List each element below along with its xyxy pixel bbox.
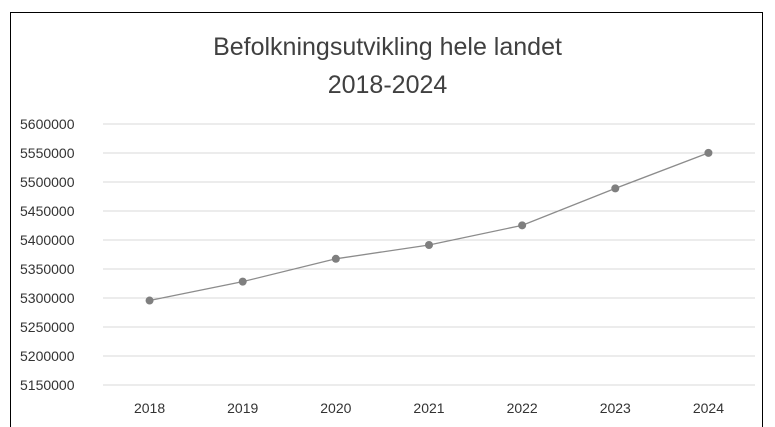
data-point — [331, 254, 340, 263]
x-tick-label: 2023 — [600, 400, 631, 416]
data-point — [145, 296, 154, 305]
y-tick-label: 5550000 — [20, 145, 75, 161]
y-tick-label: 5200000 — [20, 348, 75, 364]
y-tick-label: 5150000 — [20, 377, 75, 393]
data-point — [518, 221, 527, 230]
data-point — [425, 241, 433, 250]
x-tick-label: 2022 — [507, 400, 538, 416]
x-tick-label: 2020 — [320, 400, 351, 416]
series-line — [149, 152, 709, 302]
data-point — [704, 148, 713, 157]
y-tick-label: 5600000 — [20, 116, 75, 132]
chart-title-line-2: 2018-2024 — [327, 71, 448, 99]
y-tick-label: 5250000 — [20, 319, 75, 335]
x-tick-label: 2021 — [413, 400, 444, 416]
y-tick-label: 5450000 — [20, 203, 75, 219]
x-tick-label: 2019 — [227, 400, 258, 416]
y-tick-label: 5400000 — [20, 232, 75, 248]
data-point — [238, 277, 247, 286]
chart-title-line-1: Befolkningsutvikling hele landet — [213, 33, 562, 61]
chart-border — [10, 12, 763, 427]
data-point — [611, 184, 620, 193]
x-tick-label: 2018 — [134, 400, 165, 416]
y-tick-label: 5500000 — [20, 174, 75, 190]
y-tick-label: 5300000 — [20, 290, 75, 306]
y-tick-label: 5350000 — [20, 261, 75, 277]
x-tick-label: 2024 — [693, 400, 724, 416]
